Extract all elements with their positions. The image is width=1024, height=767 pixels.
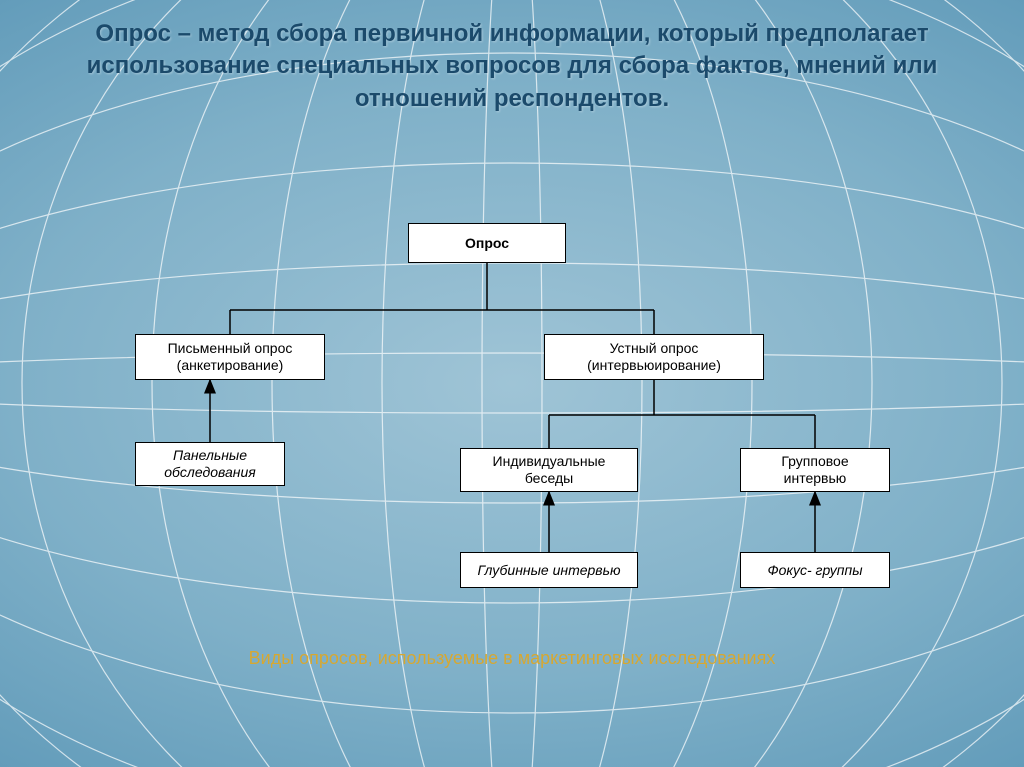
flow-node-indiv: Индивидуальныебеседы — [460, 448, 638, 492]
slide-caption: Виды опросов, используемые в маркетингов… — [0, 648, 1024, 669]
flow-node-group: Групповоеинтервью — [740, 448, 890, 492]
flow-node-deep: Глубинные интервью — [460, 552, 638, 588]
flow-node-oral: Устный опрос(интервьюирование) — [544, 334, 764, 380]
flow-node-focus: Фокус- группы — [740, 552, 890, 588]
slide-title: Опрос – метод сбора первичной информации… — [62, 18, 962, 115]
flow-node-root: Опрос — [408, 223, 566, 263]
flow-node-written: Письменный опрос(анкетирование) — [135, 334, 325, 380]
flow-node-panel: Панельныеобследования — [135, 442, 285, 486]
